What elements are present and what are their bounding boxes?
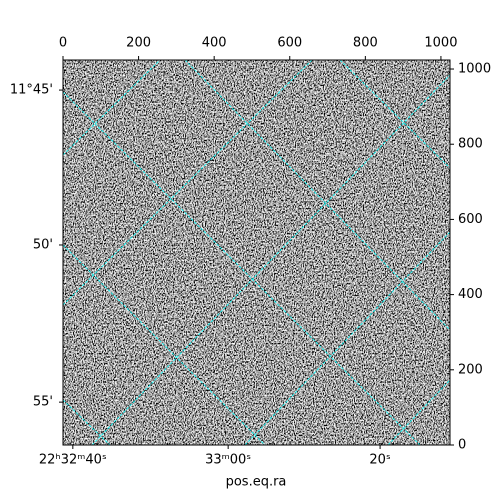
y-tick-label: 400 — [458, 287, 483, 302]
x-tick-label: 0 — [59, 36, 67, 51]
x-axis-label: pos.eq.ra — [226, 475, 287, 490]
x-tick-label: 600 — [277, 36, 302, 51]
x-tick-label: 800 — [353, 36, 378, 51]
x-tick-label: 400 — [202, 36, 227, 51]
image — [63, 60, 450, 445]
wcs-grid-line — [91, 74, 450, 445]
wcs-grid-line — [63, 399, 111, 445]
ra-tick-label: 33ᵐ00ˢ — [205, 453, 251, 468]
ra-tick-label: 20ˢ — [369, 453, 391, 468]
wcs-grid-line — [184, 60, 450, 331]
plot-frame — [62, 59, 451, 446]
y-tick-label: 0 — [458, 438, 466, 453]
y-tick-label: 800 — [458, 137, 483, 152]
wcs-grid — [63, 60, 450, 445]
dec-tick-label: 55' — [33, 395, 53, 410]
wcs-grid-line — [63, 244, 266, 445]
wcs-grid-line — [63, 60, 161, 156]
wcs-grid-line — [339, 60, 450, 169]
dec-tick-label: 11°45' — [10, 83, 53, 98]
dec-tick-label: 50' — [33, 237, 53, 252]
y-tick-label: 200 — [458, 362, 483, 377]
ra-tick-label: 22ʰ32ᵐ40ˢ — [39, 453, 107, 468]
x-tick-label: 200 — [126, 36, 151, 51]
wcs-grid-line — [387, 379, 450, 445]
x-tick-label: 1000 — [424, 36, 457, 51]
y-tick-label: 1000 — [458, 62, 491, 77]
y-tick-label: 600 — [458, 212, 483, 227]
wcs-grid-line — [63, 91, 421, 445]
